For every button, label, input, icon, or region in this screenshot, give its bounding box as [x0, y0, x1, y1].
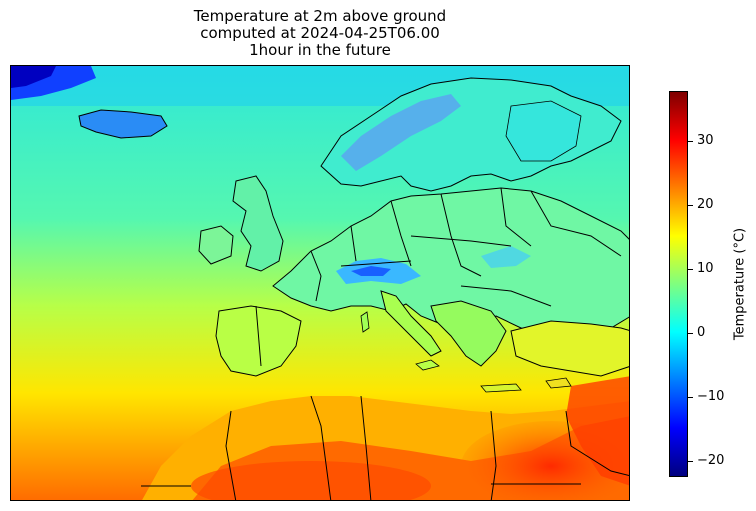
colorbar-tick — [688, 460, 693, 462]
colorbar-tick-label: 10 — [697, 260, 714, 276]
cyprus — [545, 377, 572, 389]
colorbar-tick-label: −10 — [697, 388, 725, 404]
colorbar-tick — [688, 140, 693, 142]
alps-peaks — [351, 266, 391, 276]
greenland-coldest — [11, 66, 56, 88]
great-britain — [232, 175, 284, 272]
italy — [380, 290, 442, 357]
continental-europe — [272, 187, 629, 337]
chart-title: Temperature at 2m above ground computed … — [10, 8, 630, 59]
title-line-1: Temperature at 2m above ground — [193, 7, 447, 25]
temperature-map — [10, 65, 630, 501]
sahara-hot — [191, 461, 431, 500]
scandinavian-mountains — [341, 94, 461, 171]
colorbar-tick-label: −20 — [697, 452, 725, 468]
middle-east — [566, 376, 629, 486]
country-borders — [141, 187, 629, 500]
ireland — [198, 225, 234, 265]
colorbar-tick-label: 30 — [697, 132, 714, 148]
colorbar — [669, 91, 688, 477]
balkans — [430, 300, 507, 367]
colorbar-tick — [688, 204, 693, 206]
sicily — [415, 359, 440, 371]
iceland — [78, 109, 168, 139]
finland — [505, 100, 582, 162]
colorbar-tick-label: 0 — [697, 324, 706, 340]
colorbar-tick — [688, 396, 693, 398]
colorbar-tick — [688, 332, 693, 334]
title-line-3: 1hour in the future — [249, 41, 391, 59]
title-line-2: computed at 2024-04-25T06.00 — [200, 24, 440, 42]
map-canvas — [11, 66, 629, 500]
turkey — [510, 320, 629, 377]
carpathians — [481, 246, 531, 268]
crete — [480, 383, 522, 393]
corsica-sardinia — [360, 311, 370, 333]
colorbar-tick — [688, 268, 693, 270]
colorbar-tick-label: 20 — [697, 196, 714, 212]
colorbar-label: Temperature (°C) — [732, 227, 748, 341]
